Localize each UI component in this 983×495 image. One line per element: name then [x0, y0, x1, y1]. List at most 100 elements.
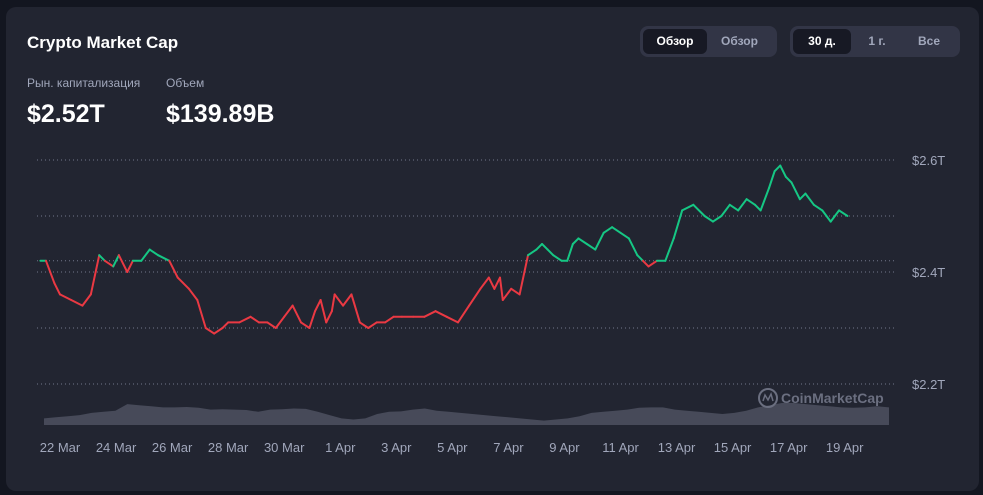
- price-segment: [681, 203, 695, 212]
- price-segment: [291, 304, 303, 324]
- price-segment: [759, 187, 771, 212]
- price-segment: [187, 287, 199, 301]
- price-segment: [703, 215, 714, 223]
- price-segment: [168, 259, 179, 279]
- price-segment: [728, 203, 740, 212]
- price-segment: [204, 327, 216, 335]
- price-segment: [493, 276, 501, 290]
- price-segment: [552, 254, 563, 262]
- x-tick-label: 9 Apr: [549, 440, 580, 455]
- x-tick-label: 24 Mar: [96, 440, 137, 455]
- price-segment: [126, 259, 134, 273]
- price-segment: [423, 310, 437, 318]
- x-tick-label: 19 Apr: [826, 440, 864, 455]
- price-segment: [566, 243, 574, 262]
- price-segment: [213, 327, 224, 335]
- price-segment: [479, 276, 490, 290]
- price-segment: [585, 243, 597, 251]
- price-segment: [176, 276, 190, 290]
- price-segment: [81, 293, 92, 307]
- y-tick-label: $2.6T: [912, 153, 945, 168]
- price-segment: [445, 315, 459, 324]
- view-option-overview[interactable]: Обзор: [643, 29, 707, 54]
- price-segment: [112, 254, 120, 268]
- volume-label: Объем: [166, 76, 205, 90]
- x-tick-label: 28 Mar: [208, 440, 249, 455]
- price-segment: [594, 231, 605, 251]
- price-segment: [527, 248, 538, 257]
- price-segment: [619, 231, 630, 240]
- price-segment: [838, 209, 849, 217]
- range-option-1y[interactable]: 1 г.: [868, 34, 886, 48]
- price-segment: [249, 315, 260, 324]
- price-segment: [546, 248, 555, 257]
- watermark-text: CoinMarketCap: [781, 390, 884, 406]
- price-segment: [711, 215, 723, 223]
- price-segment: [53, 282, 61, 296]
- price-segment: [358, 321, 370, 329]
- price-segment: [196, 299, 207, 329]
- price-segment: [274, 315, 286, 329]
- price-segment: [103, 259, 115, 268]
- price-segment: [238, 315, 252, 324]
- price-segment: [501, 287, 513, 301]
- price-segment: [611, 226, 622, 234]
- price-segment: [350, 293, 361, 324]
- coinmarketcap-logo-icon: [758, 388, 778, 408]
- price-segment: [98, 254, 106, 262]
- volume-area: [44, 403, 889, 425]
- card-title: Crypto Market Cap: [27, 33, 179, 52]
- x-tick-label: 1 Apr: [325, 440, 356, 455]
- price-segment: [308, 310, 317, 329]
- x-tick-label: 13 Apr: [658, 440, 696, 455]
- price-segment: [636, 254, 644, 262]
- x-tick-label: 17 Apr: [770, 440, 808, 455]
- price-segment: [59, 293, 73, 301]
- x-tick-label: 11 Apr: [602, 440, 639, 455]
- price-segment: [535, 243, 544, 251]
- price-line: [39, 164, 849, 335]
- price-segment: [330, 293, 336, 313]
- price-segment: [456, 304, 471, 324]
- price-segment: [487, 276, 496, 290]
- price-segment: [571, 237, 580, 245]
- price-segment: [779, 164, 787, 178]
- price-segment: [510, 287, 521, 296]
- market-cap-value: $2.52T: [27, 100, 105, 128]
- price-segment: [692, 203, 706, 217]
- price-segment: [342, 293, 353, 307]
- price-segment: [266, 321, 277, 329]
- price-segment: [647, 259, 658, 268]
- price-segment: [627, 237, 639, 257]
- price-segment: [333, 293, 345, 307]
- watermark: CoinMarketCap: [758, 388, 884, 408]
- y-axis: $2.6T $2.4T $2.2T: [912, 153, 945, 392]
- price-segment: [498, 276, 504, 301]
- price-segment: [157, 254, 171, 262]
- x-tick-label: 22 Mar: [40, 440, 81, 455]
- price-segment: [283, 304, 294, 318]
- price-segment: [798, 192, 807, 201]
- price-segment: [314, 299, 322, 313]
- x-axis: 22 Mar 24 Mar 26 Mar 28 Mar 30 Mar 1 Apr 3 Apr…: [40, 440, 864, 455]
- price-segment: [541, 243, 549, 251]
- price-segment: [468, 287, 482, 307]
- volume-value: $139.89B: [166, 100, 275, 128]
- range-option-30d[interactable]: 30 д.: [793, 29, 851, 54]
- view-option-overview-alt[interactable]: Обзор: [721, 34, 758, 48]
- price-segment: [784, 175, 793, 184]
- price-segment: [821, 209, 832, 223]
- price-segment: [140, 248, 151, 262]
- price-segment: [70, 299, 84, 307]
- range-toggle: 30 д. 1 г. Все: [790, 26, 960, 57]
- range-option-all[interactable]: Все: [917, 34, 940, 48]
- market-cap-label: Рын. капитализация: [27, 76, 141, 90]
- price-segment: [577, 237, 588, 245]
- price-segment: [745, 198, 757, 206]
- price-segment: [641, 259, 650, 268]
- x-tick-label: 5 Apr: [437, 440, 468, 455]
- view-toggle: Обзор Обзор: [640, 26, 777, 57]
- logo-mark-icon: [762, 391, 774, 402]
- price-segment: [664, 237, 675, 262]
